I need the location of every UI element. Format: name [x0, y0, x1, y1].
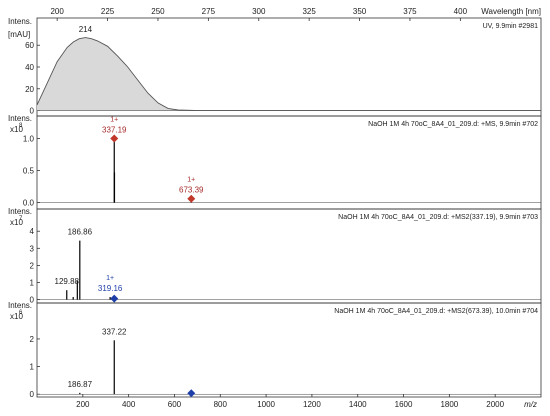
y-tick-label: 4	[30, 227, 35, 236]
top-tick-label: 250	[151, 7, 165, 16]
top-tick-label: 375	[403, 7, 417, 16]
x-tick-label: 1000	[257, 400, 275, 409]
intens-label: Intens.	[8, 114, 32, 123]
y-tick-label: 3	[30, 244, 35, 253]
peak-charge-label: 1+	[106, 275, 114, 282]
intensity-scale-exponent: 6	[19, 310, 23, 316]
intensity-scale-base: x10	[10, 218, 23, 227]
precursor-marker	[110, 134, 119, 143]
uv-absorbance-area	[37, 37, 541, 111]
y-tick-label: 40	[25, 63, 34, 72]
y-tick-label: 0	[30, 107, 35, 116]
x-axis-label: m/z	[524, 400, 537, 409]
peak-charge-label: 1+	[110, 116, 118, 123]
y-tick-label: 0.0	[23, 199, 35, 208]
intensity-scale-exponent: 8	[19, 123, 23, 129]
x-tick-label: 400	[122, 400, 136, 409]
y-tick-label: 1	[30, 363, 35, 372]
top-tick-label: 275	[202, 7, 216, 16]
intens-label: Intens.	[8, 17, 32, 26]
panel-frame-ms2b	[36, 302, 542, 398]
precursor-marker	[110, 294, 119, 303]
top-tick-label: 325	[302, 7, 316, 16]
peak-mz-label: 673.39	[179, 186, 204, 195]
peak-charge-label: 1+	[187, 177, 195, 184]
panel-title: UV, 9.9min #2981	[483, 23, 538, 30]
x-tick-label: 1600	[395, 400, 413, 409]
x-tick-label: 1800	[440, 400, 458, 409]
peak-mz-label: 319.16	[98, 284, 123, 293]
y-tick-label: 0	[30, 296, 35, 305]
y-tick-label: 1	[30, 278, 35, 287]
y-tick-label: 1.0	[23, 134, 35, 143]
unit-label: [mAU]	[8, 30, 30, 39]
x-tick-label: 800	[214, 400, 228, 409]
intensity-scale-base: x10	[10, 125, 23, 134]
intensity-scale-exponent: 7	[19, 216, 23, 222]
peak-mz-label: 186.86	[68, 228, 93, 237]
x-tick-label: 2000	[486, 400, 504, 409]
uv-peak-label: 214	[79, 25, 93, 34]
top-axis-label: Wavelength [nm]	[481, 7, 541, 16]
y-tick-label: 20	[25, 85, 34, 94]
peak-mz-label: 337.19	[102, 125, 127, 134]
x-tick-label: 1400	[349, 400, 367, 409]
top-tick-label: 225	[101, 7, 115, 16]
top-tick-label: 300	[252, 7, 266, 16]
peak-mz-label: 129.88	[55, 277, 80, 286]
y-tick-label: 0	[30, 390, 35, 399]
y-tick-label: 0.5	[23, 167, 35, 176]
top-tick-label: 400	[454, 7, 468, 16]
intensity-scale-base: x10	[10, 312, 23, 321]
panel-title: NaOH 1M 4h 70oC_8A4_01_209.d: +MS, 9.9mi…	[368, 121, 538, 128]
top-tick-label: 200	[50, 7, 64, 16]
peak-mz-label: 337.22	[102, 327, 127, 336]
x-tick-label: 600	[168, 400, 182, 409]
precursor-marker	[187, 194, 196, 203]
y-tick-label: 2	[30, 335, 35, 344]
top-tick-label: 350	[353, 7, 367, 16]
y-tick-label: 2	[30, 261, 35, 270]
intens-label: Intens.	[8, 207, 32, 216]
x-tick-label: 200	[76, 400, 90, 409]
y-tick-label: 60	[25, 41, 34, 50]
x-tick-label: 1200	[303, 400, 321, 409]
intens-label: Intens.	[8, 301, 32, 310]
peak-mz-label: 186.87	[68, 380, 93, 389]
precursor-marker	[187, 389, 196, 398]
panel-title: NaOH 1M 4h 70oC_8A4_01_209.d: +MS2(337.1…	[338, 214, 538, 221]
panel-title: NaOH 1M 4h 70oC_8A4_01_209.d: +MS2(673.3…	[334, 308, 538, 315]
